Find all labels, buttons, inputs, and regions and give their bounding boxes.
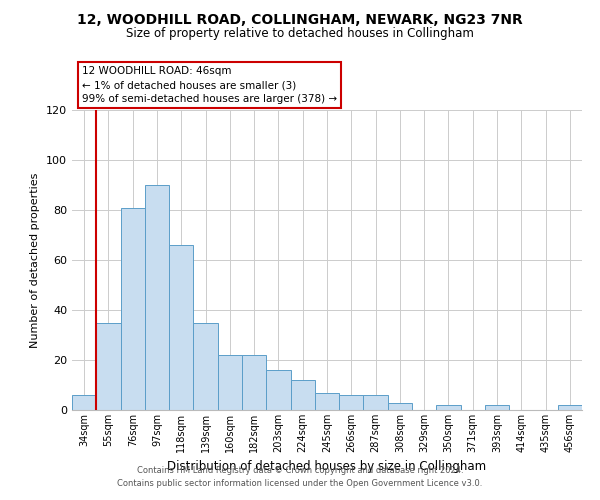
- Bar: [72, 395, 96, 410]
- Bar: [169, 245, 193, 410]
- Text: 12, WOODHILL ROAD, COLLINGHAM, NEWARK, NG23 7NR: 12, WOODHILL ROAD, COLLINGHAM, NEWARK, N…: [77, 12, 523, 26]
- Bar: [218, 355, 242, 410]
- Bar: [339, 395, 364, 410]
- Bar: [290, 380, 315, 410]
- Bar: [485, 405, 509, 410]
- Bar: [242, 355, 266, 410]
- Bar: [145, 185, 169, 410]
- X-axis label: Distribution of detached houses by size in Collingham: Distribution of detached houses by size …: [167, 460, 487, 473]
- Bar: [558, 405, 582, 410]
- Bar: [121, 208, 145, 410]
- Y-axis label: Number of detached properties: Number of detached properties: [31, 172, 40, 348]
- Bar: [96, 322, 121, 410]
- Bar: [388, 402, 412, 410]
- Bar: [315, 392, 339, 410]
- Bar: [193, 322, 218, 410]
- Text: Size of property relative to detached houses in Collingham: Size of property relative to detached ho…: [126, 28, 474, 40]
- Text: 12 WOODHILL ROAD: 46sqm
← 1% of detached houses are smaller (3)
99% of semi-deta: 12 WOODHILL ROAD: 46sqm ← 1% of detached…: [82, 66, 337, 104]
- Bar: [364, 395, 388, 410]
- Text: Contains HM Land Registry data © Crown copyright and database right 2024.
Contai: Contains HM Land Registry data © Crown c…: [118, 466, 482, 487]
- Bar: [266, 370, 290, 410]
- Bar: [436, 405, 461, 410]
